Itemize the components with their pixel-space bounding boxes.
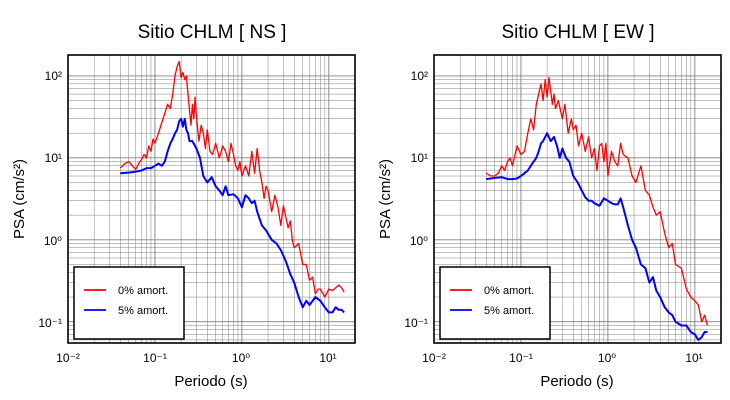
y-tick-label: 10⁰: [410, 234, 428, 248]
series-layer: [485, 77, 709, 341]
y-tick-label: 10²: [411, 69, 428, 83]
y-tick-label: 10⁰: [44, 234, 62, 248]
x-axis-label: Periodo (s): [174, 373, 247, 390]
plot-frame: [67, 54, 356, 344]
y-axis-label: PSA (cm/s²): [377, 159, 394, 239]
y-axis-label: PSA (cm/s²): [11, 159, 28, 239]
x-axis-label: Periodo (s): [540, 373, 613, 390]
series-line-damped: [120, 117, 345, 314]
legend-label-damped: 5% amort.: [118, 305, 168, 317]
legend: 0% amort. 5% amort.: [439, 266, 551, 340]
x-tick-label: 10⁰: [232, 351, 250, 365]
x-tick-label: 10⁻¹: [509, 351, 533, 365]
chart-ew: Sitio CHLM [ EW ] 10⁻² 10⁻¹ 10⁰ 10¹ 10⁻¹…: [377, 22, 722, 390]
legend-label-undamped: 0% amort.: [118, 285, 168, 297]
tick-labels: 10⁻² 10⁻¹ 10⁰ 10¹ 10⁻¹ 10⁰ 10¹ 10²: [38, 69, 336, 365]
tick-labels: 10⁻² 10⁻¹ 10⁰ 10¹ 10⁻¹ 10⁰ 10¹ 10²: [404, 69, 702, 365]
y-tick-label: 10⁻¹: [38, 316, 62, 330]
y-tick-label: 10¹: [45, 151, 62, 165]
chart-title: Sitio CHLM [ EW ]: [501, 22, 654, 43]
legend-label-damped: 5% amort.: [484, 305, 534, 317]
chart-title: Sitio CHLM [ NS ]: [138, 22, 287, 43]
y-tick-label: 10¹: [411, 151, 428, 165]
y-tick-label: 10²: [45, 69, 62, 83]
x-tick-label: 10¹: [685, 351, 702, 365]
grid-lines: [67, 55, 356, 343]
series-line-undamped: [119, 60, 345, 298]
legend-box: [73, 266, 185, 340]
series-line-damped: [486, 132, 708, 341]
x-tick-label: 10⁻¹: [143, 351, 167, 365]
x-tick-label: 10⁻²: [422, 351, 446, 365]
x-tick-label: 10¹: [319, 351, 336, 365]
x-tick-label: 10⁰: [598, 351, 616, 365]
legend: 0% amort. 5% amort.: [73, 266, 185, 340]
x-tick-label: 10⁻²: [56, 351, 80, 365]
chart-ns: Sitio CHLM [ NS ] 10⁻² 10⁻¹ 10⁰ 10¹ 10⁻¹…: [11, 22, 356, 390]
y-tick-label: 10⁻¹: [404, 316, 428, 330]
series-line-undamped: [485, 77, 709, 326]
legend-label-undamped: 0% amort.: [484, 285, 534, 297]
plot-frame: [433, 54, 722, 344]
series-layer: [119, 60, 345, 314]
legend-box: [439, 266, 551, 340]
